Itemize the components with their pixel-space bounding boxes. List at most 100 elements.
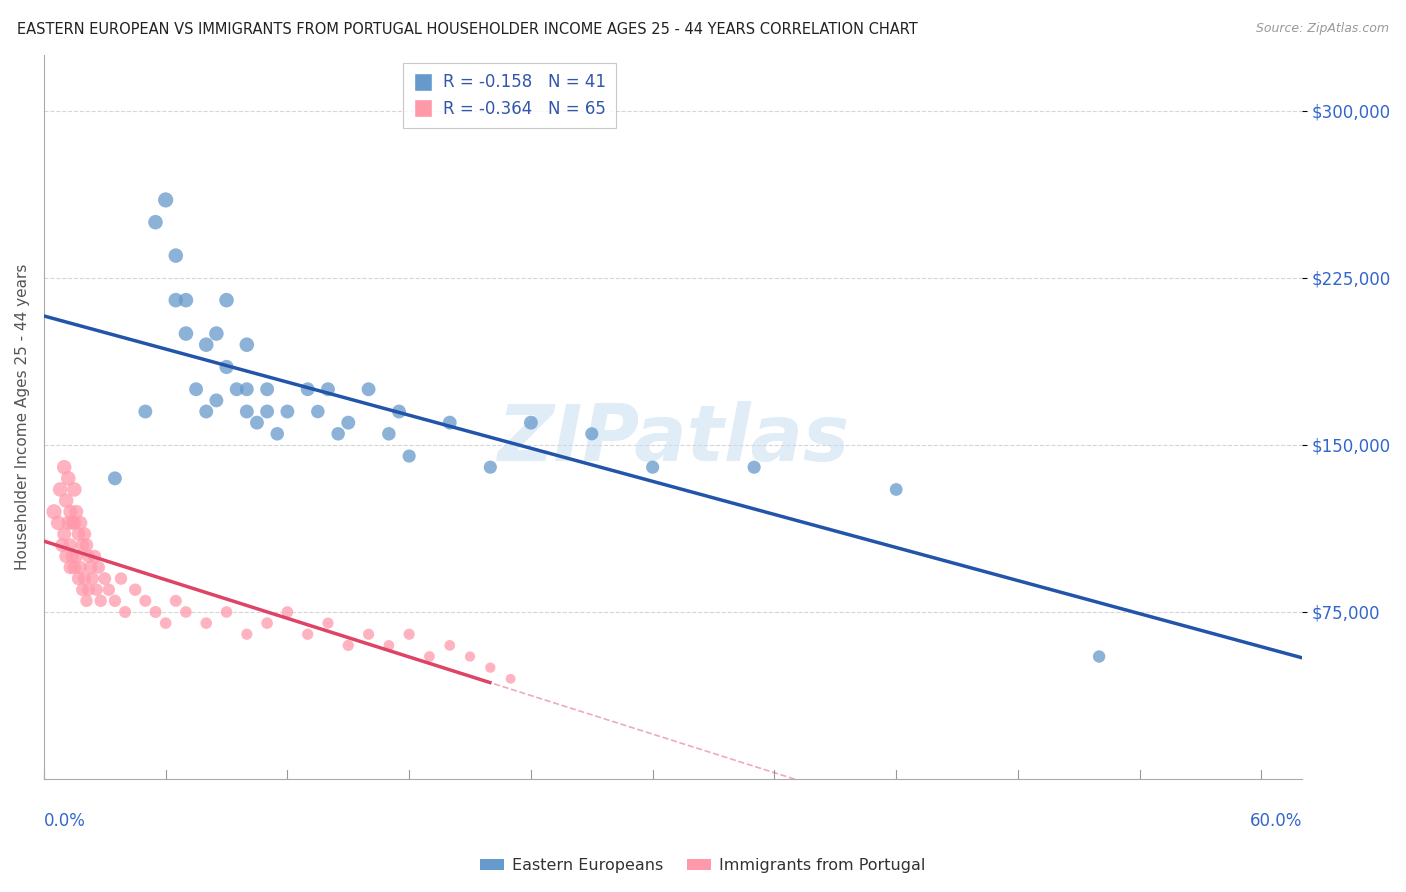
Point — [83, 549, 105, 564]
Point — [378, 426, 401, 441]
Point — [65, 505, 87, 519]
Point — [297, 382, 319, 396]
Point — [67, 572, 90, 586]
Point — [63, 483, 86, 497]
Point — [46, 516, 69, 530]
Point — [65, 549, 87, 564]
Point — [1088, 649, 1111, 664]
Text: ZIPatlas: ZIPatlas — [496, 401, 849, 477]
Point — [225, 382, 247, 396]
Point — [641, 460, 664, 475]
Point — [73, 572, 96, 586]
Text: 60.0%: 60.0% — [1250, 812, 1302, 830]
Point — [69, 560, 91, 574]
Point — [236, 404, 259, 418]
Point — [82, 572, 104, 586]
Point — [398, 627, 420, 641]
Point — [155, 193, 177, 207]
Point — [276, 404, 298, 418]
Point — [256, 382, 278, 396]
Point — [215, 293, 238, 307]
Point — [134, 594, 156, 608]
Point — [174, 605, 197, 619]
Point — [73, 527, 96, 541]
Point — [205, 326, 228, 341]
Point — [134, 404, 156, 418]
Point — [58, 471, 80, 485]
Point — [145, 605, 167, 619]
Point — [42, 505, 65, 519]
Point — [165, 249, 187, 263]
Point — [76, 594, 98, 608]
Point — [439, 416, 461, 430]
Point — [215, 605, 238, 619]
Point — [326, 426, 349, 441]
Y-axis label: Householder Income Ages 25 - 44 years: Householder Income Ages 25 - 44 years — [15, 264, 30, 570]
Point — [77, 549, 100, 564]
Legend: R = -0.158   N = 41, R = -0.364   N = 65: R = -0.158 N = 41, R = -0.364 N = 65 — [404, 63, 616, 128]
Point — [378, 639, 401, 653]
Point — [72, 538, 94, 552]
Point — [155, 616, 177, 631]
Point — [104, 594, 127, 608]
Point — [884, 483, 907, 497]
Point — [174, 293, 197, 307]
Point — [246, 416, 269, 430]
Point — [55, 493, 77, 508]
Point — [266, 426, 288, 441]
Text: EASTERN EUROPEAN VS IMMIGRANTS FROM PORTUGAL HOUSEHOLDER INCOME AGES 25 - 44 YEA: EASTERN EUROPEAN VS IMMIGRANTS FROM PORT… — [17, 22, 918, 37]
Point — [59, 560, 82, 574]
Point — [742, 460, 765, 475]
Point — [51, 538, 73, 552]
Point — [316, 616, 339, 631]
Point — [165, 594, 187, 608]
Point — [236, 382, 259, 396]
Point — [297, 627, 319, 641]
Text: 0.0%: 0.0% — [44, 812, 86, 830]
Point — [55, 549, 77, 564]
Point — [215, 359, 238, 374]
Point — [439, 639, 461, 653]
Point — [499, 672, 522, 686]
Point — [63, 516, 86, 530]
Point — [97, 582, 120, 597]
Point — [59, 505, 82, 519]
Point — [76, 538, 98, 552]
Point — [236, 337, 259, 351]
Point — [77, 582, 100, 597]
Point — [145, 215, 167, 229]
Point — [337, 416, 360, 430]
Point — [307, 404, 329, 418]
Point — [195, 404, 218, 418]
Point — [205, 393, 228, 408]
Point — [165, 293, 187, 307]
Point — [195, 616, 218, 631]
Point — [236, 627, 259, 641]
Legend: Eastern Europeans, Immigrants from Portugal: Eastern Europeans, Immigrants from Portu… — [474, 852, 932, 880]
Point — [63, 560, 86, 574]
Point — [458, 649, 481, 664]
Point — [90, 594, 112, 608]
Point — [104, 471, 127, 485]
Point — [87, 560, 110, 574]
Point — [110, 572, 132, 586]
Point — [184, 382, 207, 396]
Point — [337, 639, 360, 653]
Point — [174, 326, 197, 341]
Point — [479, 661, 502, 675]
Point — [357, 627, 380, 641]
Point — [53, 460, 76, 475]
Point — [520, 416, 543, 430]
Point — [86, 582, 108, 597]
Point — [124, 582, 146, 597]
Point — [53, 527, 76, 541]
Point — [357, 382, 380, 396]
Point — [316, 382, 339, 396]
Point — [49, 483, 72, 497]
Point — [256, 404, 278, 418]
Point — [388, 404, 411, 418]
Point — [418, 649, 440, 664]
Point — [398, 449, 420, 463]
Point — [69, 516, 91, 530]
Point — [114, 605, 136, 619]
